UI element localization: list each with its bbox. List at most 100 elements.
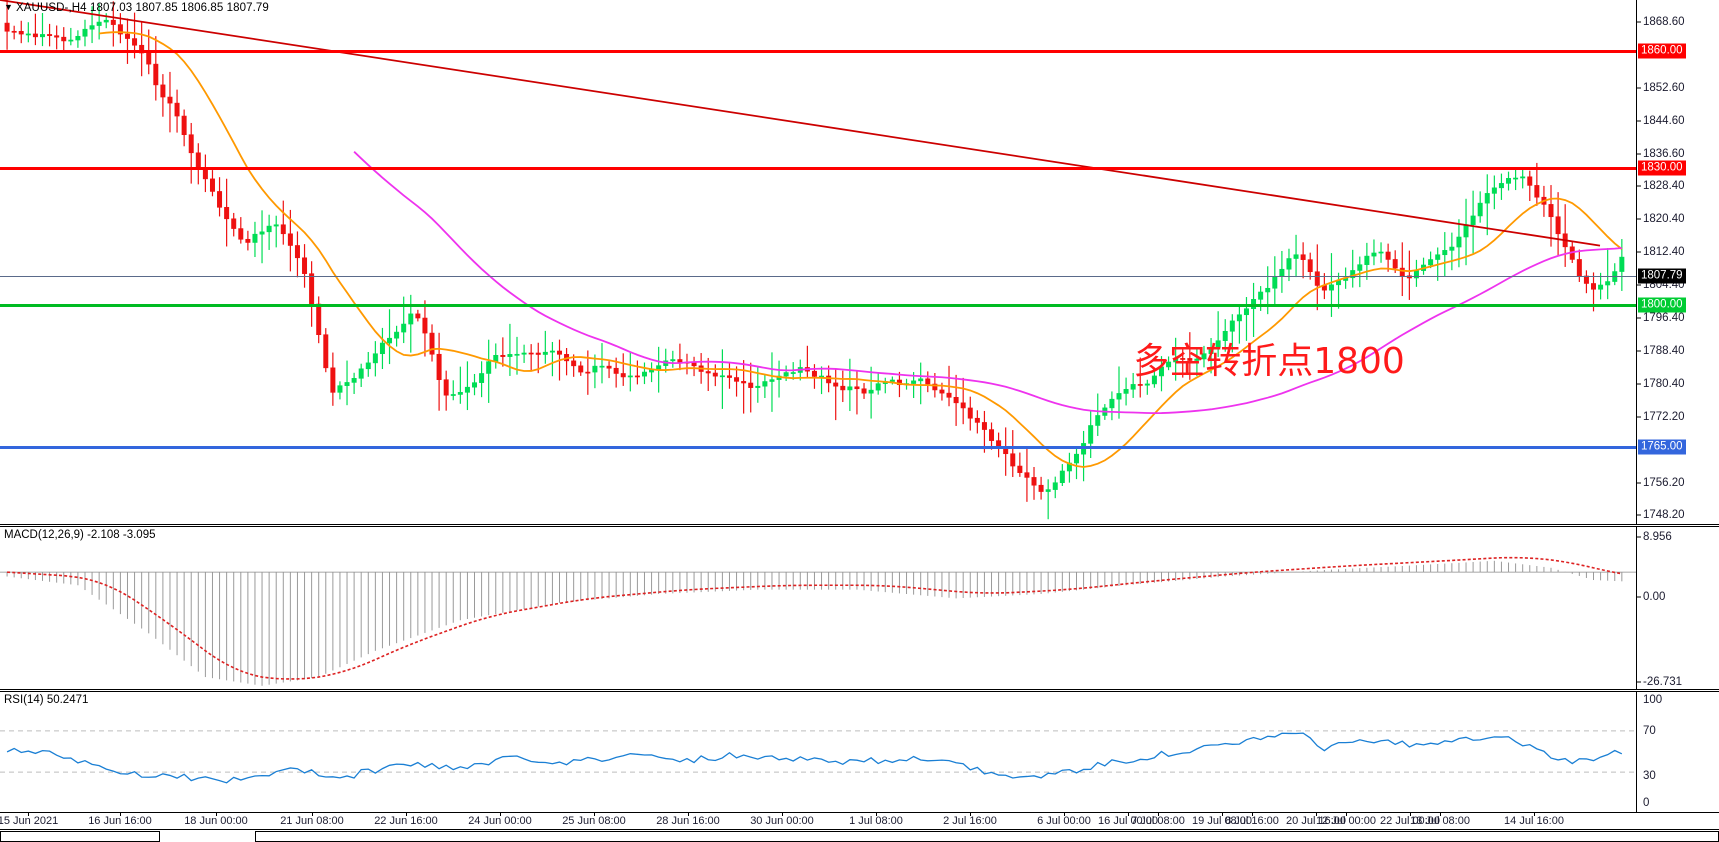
macd-tick: 8.956 bbox=[1637, 531, 1672, 543]
level-line-support-1765[interactable] bbox=[0, 446, 1636, 449]
collapse-caret-icon[interactable]: ▼ bbox=[4, 2, 14, 12]
macd-axis[interactable]: 8.956 0.00 -26.731 bbox=[1636, 527, 1719, 689]
price-level-label[interactable]: 1800.00 bbox=[1638, 297, 1686, 313]
rsi-pane[interactable]: 100 70 30 0 RSI(14) 50.2471 bbox=[0, 692, 1719, 812]
scrollbar-track-left[interactable] bbox=[0, 831, 160, 842]
time-tick-mark bbox=[594, 813, 595, 816]
price-tick-label: 1820.40 bbox=[1643, 213, 1685, 225]
tick-mark bbox=[1637, 317, 1641, 319]
time-tick-label: 22 Jun 16:00 bbox=[374, 815, 438, 827]
time-tick-label: 19 Jul 08:00 bbox=[1192, 815, 1252, 827]
price-tick-label: 1844.60 bbox=[1643, 115, 1685, 127]
rsi-tick: 70 bbox=[1643, 725, 1656, 737]
time-tick-label: 25 Jun 08:00 bbox=[562, 815, 626, 827]
tick-mark bbox=[1637, 218, 1641, 220]
macd-histogram bbox=[6, 560, 1623, 686]
price-tick-label: 1796.40 bbox=[1643, 312, 1685, 324]
macd-header: MACD(12,26,9) -2.108 -3.095 bbox=[4, 529, 156, 541]
pane-separator-1 bbox=[0, 524, 1719, 525]
pane-separator-1b bbox=[0, 526, 1719, 527]
tick-mark bbox=[1637, 21, 1641, 23]
time-tick-mark bbox=[876, 813, 877, 816]
time-axis[interactable]: 15 Jun 2021 16 Jun 16:00 18 Jun 00:00 21 Ju… bbox=[0, 812, 1719, 829]
time-tick-mark bbox=[1158, 813, 1159, 816]
macd-pane[interactable]: 8.956 0.00 -26.731 MACD(12,26,9) -2.108 -3… bbox=[0, 527, 1719, 689]
tick-mark bbox=[1637, 153, 1641, 155]
price-tick: 1748.20 bbox=[1637, 509, 1685, 521]
macd-tick-label: 8.956 bbox=[1643, 531, 1672, 543]
tick-mark bbox=[1637, 120, 1641, 122]
symbol-header: ▼ XAUUSD-,H4 1807.03 1807.85 1806.85 1807… bbox=[4, 2, 269, 14]
price-level-label[interactable]: 1765.00 bbox=[1638, 439, 1686, 455]
level-line-resistance-1860[interactable] bbox=[0, 50, 1636, 53]
macd-plot-area[interactable] bbox=[0, 527, 1636, 689]
tick-mark bbox=[1637, 350, 1641, 352]
price-tick-label: 1836.60 bbox=[1643, 148, 1685, 160]
price-tick-label: 1828.40 bbox=[1643, 180, 1685, 192]
rsi-tick: 0 bbox=[1643, 797, 1649, 809]
level-line-pivot-1800[interactable] bbox=[0, 304, 1636, 307]
price-tick: 1788.40 bbox=[1637, 345, 1685, 357]
time-tick-mark bbox=[1346, 813, 1347, 816]
rsi-plot-area[interactable] bbox=[0, 692, 1636, 812]
time-tick-mark bbox=[1064, 813, 1065, 816]
time-tick-mark bbox=[688, 813, 689, 816]
time-tick-mark bbox=[1222, 813, 1223, 816]
time-tick-mark bbox=[406, 813, 407, 816]
horizontal-scrollbar[interactable] bbox=[0, 829, 1719, 842]
pane-separator-2b bbox=[0, 691, 1719, 692]
downtrend-line[interactable] bbox=[0, 0, 1601, 247]
price-axis[interactable]: 1868.60 1852.60 1844.60 1836.60 1828.40 1820.… bbox=[1636, 0, 1719, 524]
tick-mark bbox=[1637, 383, 1641, 385]
time-tick-label: 14 Jul 16:00 bbox=[1504, 815, 1564, 827]
time-tick-mark bbox=[1128, 813, 1129, 816]
time-tick-label: 16 Jul 00:00 bbox=[1098, 815, 1158, 827]
time-tick-mark bbox=[782, 813, 783, 816]
time-tick-label: 28 Jun 16:00 bbox=[656, 815, 720, 827]
time-tick-mark bbox=[1410, 813, 1411, 816]
price-pane[interactable]: 1868.60 1852.60 1844.60 1836.60 1828.40 1820.… bbox=[0, 0, 1719, 524]
rsi-tick-label: 100 bbox=[1643, 694, 1663, 706]
rsi-axis[interactable]: 100 70 30 0 bbox=[1636, 692, 1719, 812]
price-tick-label: 1748.20 bbox=[1643, 509, 1685, 521]
price-tick-label: 1788.40 bbox=[1643, 345, 1685, 357]
tick-mark bbox=[1637, 681, 1641, 683]
ma-fast-line bbox=[99, 31, 1623, 468]
candles-group bbox=[4, 0, 1625, 520]
time-tick-label: 30 Jun 00:00 bbox=[750, 815, 814, 827]
price-tick: 1820.40 bbox=[1637, 213, 1685, 225]
time-tick-mark bbox=[28, 813, 29, 816]
time-tick-label: 2 Jul 16:00 bbox=[943, 815, 997, 827]
price-level-label[interactable]: 1830.00 bbox=[1638, 160, 1686, 176]
tick-mark bbox=[1637, 87, 1641, 89]
price-tick: 1868.60 bbox=[1637, 16, 1685, 28]
time-tick-label: 15 Jun 2021 bbox=[0, 815, 59, 827]
chart-annotation: 多空转折点1800 bbox=[1133, 341, 1405, 382]
time-tick-label: 21 Jun 08:00 bbox=[280, 815, 344, 827]
price-tick: 1828.40 bbox=[1637, 180, 1685, 192]
ma-slow-line bbox=[353, 151, 1622, 415]
time-tick-label: 1 Jul 08:00 bbox=[849, 815, 903, 827]
level-line-resistance-1830[interactable] bbox=[0, 167, 1636, 170]
pane-separator-2 bbox=[0, 689, 1719, 690]
macd-tick-label: 0.00 bbox=[1643, 591, 1666, 603]
time-tick-mark bbox=[970, 813, 971, 816]
macd-series bbox=[0, 556, 1636, 686]
price-level-label[interactable]: 1860.00 bbox=[1638, 43, 1686, 59]
time-tick-label: 18 Jun 00:00 bbox=[184, 815, 248, 827]
time-tick-mark bbox=[1534, 813, 1535, 816]
scrollbar-thumb[interactable] bbox=[255, 831, 1719, 842]
time-tick-label: 20 Jul 16:00 bbox=[1286, 815, 1346, 827]
rsi-header: RSI(14) 50.2471 bbox=[4, 694, 89, 706]
price-level-label[interactable]: 1807.79 bbox=[1638, 268, 1686, 284]
time-tick-label: 13 Jul 08:00 bbox=[1410, 815, 1470, 827]
tick-mark bbox=[1637, 536, 1641, 538]
tick-mark bbox=[1637, 284, 1641, 286]
price-tick: 1812.40 bbox=[1637, 246, 1685, 258]
price-plot-area[interactable] bbox=[0, 0, 1636, 524]
level-line-current-price[interactable] bbox=[0, 276, 1636, 277]
price-tick-label: 1772.20 bbox=[1643, 411, 1685, 423]
time-tick-label: 6 Jul 00:00 bbox=[1037, 815, 1091, 827]
rsi-tick-label: 70 bbox=[1643, 725, 1656, 737]
